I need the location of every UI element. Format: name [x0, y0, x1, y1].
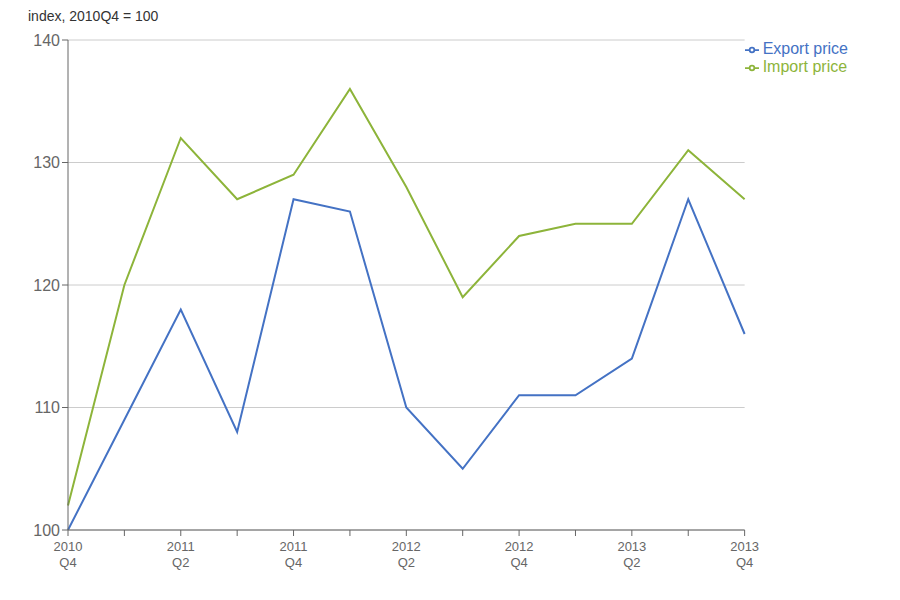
svg-text:140: 140 — [33, 32, 60, 49]
svg-text:2013Q4: 2013Q4 — [730, 539, 759, 570]
svg-text:2011Q2: 2011Q2 — [167, 539, 195, 570]
svg-text:120: 120 — [33, 277, 60, 294]
svg-text:2011Q4: 2011Q4 — [280, 539, 308, 570]
svg-text:2010Q4: 2010Q4 — [54, 539, 83, 570]
svg-text:2012Q2: 2012Q2 — [392, 539, 421, 570]
svg-text:110: 110 — [34, 399, 60, 416]
html-text:index, 2010Q4 = 100: index, 2010Q4 = 100 — [28, 8, 159, 24]
svg-text:2012Q4: 2012Q4 — [505, 539, 534, 570]
html-text:Export price: Export price — [762, 40, 848, 57]
html-text:Import price: Import price — [762, 58, 848, 75]
svg-text:130: 130 — [33, 154, 60, 171]
svg-text:100: 100 — [33, 522, 60, 539]
svg-text:2013Q2: 2013Q2 — [617, 539, 646, 570]
